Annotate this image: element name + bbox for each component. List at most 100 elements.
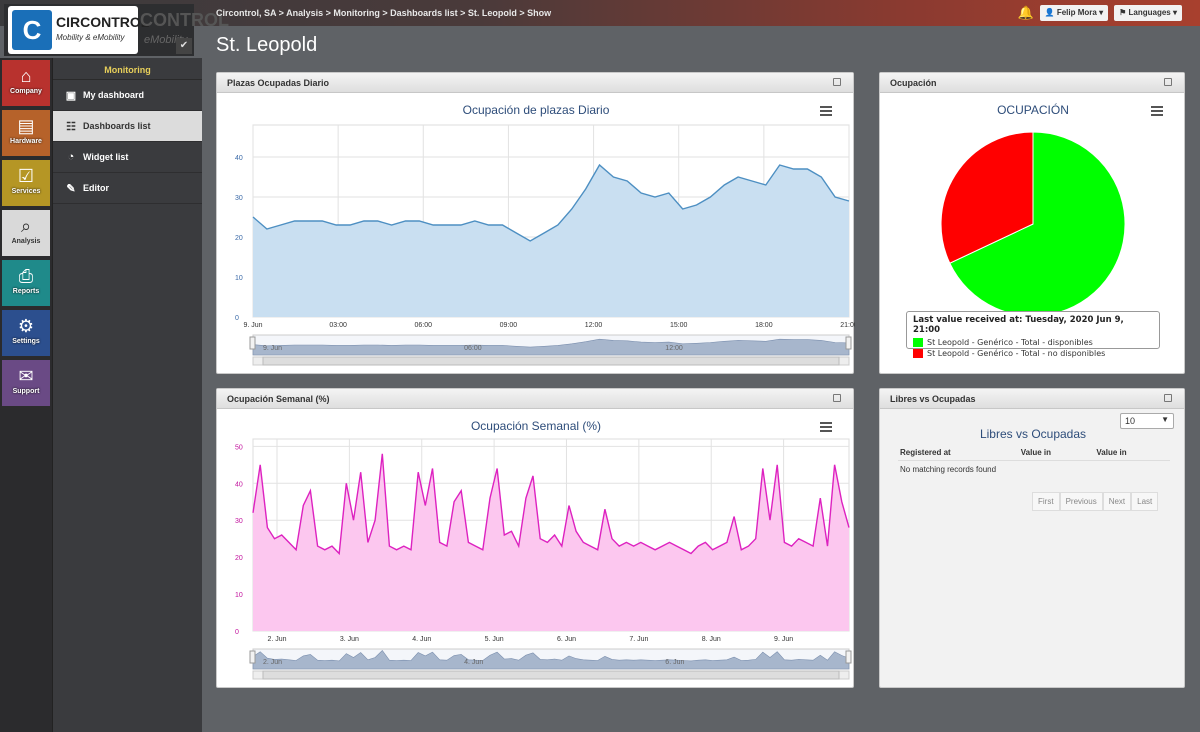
sidebar-item-settings[interactable]: ⚙ Settings — [2, 310, 50, 356]
y-tick-label: 10 — [235, 592, 243, 599]
menu-item-label: My dashboard — [83, 90, 145, 100]
y-tick-label: 50 — [235, 444, 243, 451]
navigator-series — [252, 338, 850, 356]
maximize-icon[interactable] — [833, 78, 841, 86]
navigator-handle-left[interactable] — [249, 650, 256, 664]
scrollbar-thumb[interactable] — [262, 356, 840, 366]
icon-sidebar: ⌂ Company ▤ Hardware ☑ Services ⌕ Analysis ⎙ Repo… — [0, 58, 52, 732]
column-header[interactable]: Value in — [1018, 445, 1095, 461]
menu-icon[interactable] — [820, 106, 832, 116]
panel-header: Libres vs Ocupadas — [880, 389, 1184, 409]
column-header[interactable]: Value in — [1094, 445, 1170, 461]
user-menu-button[interactable]: 👤 Felip Mora ▾ — [1039, 5, 1109, 21]
scrollbar-thumb[interactable] — [262, 670, 840, 680]
legend-item[interactable]: St Leopold - Genérico - Total - disponib… — [913, 337, 1153, 348]
sidebar-item-label: Hardware — [10, 138, 42, 145]
x-tick-label: 18:00 — [755, 322, 773, 329]
panel-occupancy: Ocupación OCUPACIÓN Last value received … — [879, 72, 1185, 374]
column-header[interactable]: Registered at — [898, 445, 1019, 461]
x-tick-label: 03:00 — [329, 322, 347, 329]
languages-button[interactable]: ⚑ Languages ▾ — [1114, 5, 1182, 21]
last-page-button[interactable]: Last — [1131, 492, 1159, 511]
menu-icon[interactable] — [820, 422, 832, 432]
gauge-icon: ◔ — [67, 151, 75, 163]
first-page-button[interactable]: First — [1032, 492, 1060, 511]
maximize-icon[interactable] — [1164, 78, 1172, 86]
x-tick-label: 9. Jun — [774, 636, 793, 643]
previous-page-button[interactable]: Previous — [1059, 492, 1103, 511]
menu-title: Monitoring — [53, 58, 202, 80]
panel-header: Plazas Ocupadas Diario — [217, 73, 853, 93]
legend-swatch — [913, 338, 923, 347]
sidebar-item-analysis[interactable]: ⌕ Analysis — [2, 210, 50, 256]
menu-item-widget-list[interactable]: ◔ Widget list — [53, 142, 202, 173]
legend-item[interactable]: St Leopold - Genérico - Total - no dispo… — [913, 348, 1153, 359]
occupancy-pie[interactable] — [880, 109, 1186, 329]
page-size-value: 10 — [1125, 416, 1136, 426]
menu-icon[interactable] — [1151, 106, 1163, 116]
navigator-label: 6. Jun — [665, 659, 684, 666]
sidebar-item-label: Reports — [12, 288, 40, 295]
maximize-icon[interactable] — [833, 394, 841, 402]
report-icon: ⎙ — [18, 266, 34, 286]
sidebar-item-label: Support — [12, 388, 40, 395]
x-tick-label: 6. Jun — [557, 636, 576, 643]
navigator-label: 2. Jun — [263, 659, 282, 666]
y-tick-label: 0 — [235, 315, 239, 322]
menu-item-dashboards-list[interactable]: ☷ Dashboards list — [53, 111, 202, 142]
panel-header: Ocupación — [880, 73, 1184, 93]
y-tick-label: 30 — [235, 518, 243, 525]
legend-label: St Leopold - Genérico - Total - disponib… — [927, 338, 1093, 347]
series-line[interactable] — [252, 163, 850, 242]
panel-title: Plazas Ocupadas Diario — [227, 78, 330, 88]
user-name: Felip Mora — [1056, 8, 1097, 17]
navigator-handle-right[interactable] — [845, 650, 852, 664]
logo[interactable]: C CIRCONTROL Mobility & eMobility CONTRO… — [4, 4, 229, 56]
weekly-chart[interactable]: 0 10 20 30 40 50 2. Jun 3. Jun 4. Jun 5. Jun 6. Ju… — [217, 409, 855, 687]
menu-item-label: Editor — [83, 183, 109, 193]
next-page-button[interactable]: Next — [1102, 492, 1132, 511]
sidebar-item-reports[interactable]: ⎙ Reports — [2, 260, 50, 306]
edit-icon: ✎ — [66, 182, 76, 195]
menu-item-my-dashboard[interactable]: ▣ My dashboard — [53, 80, 202, 111]
user-icon: 👤 — [1044, 8, 1057, 17]
navigator-label: 06:00 — [464, 345, 482, 352]
y-tick-label: 0 — [235, 629, 239, 636]
pin-icon[interactable]: ✔ — [176, 38, 192, 54]
pie-slice[interactable] — [949, 131, 1126, 317]
sidebar-item-services[interactable]: ☑ Services — [2, 160, 50, 206]
legend-title: Last value received at: Tuesday, 2020 Ju… — [913, 315, 1124, 335]
breadcrumb[interactable]: Circontrol, SA > Analysis > Monitoring >… — [216, 8, 552, 18]
maximize-icon[interactable] — [1164, 394, 1172, 402]
navigator-label: 4. Jun — [464, 659, 483, 666]
brand-name: CIRCONTROL — [56, 14, 150, 30]
panel-weekly: Ocupación Semanal (%) Ocupación Semanal … — [216, 388, 854, 688]
dashboard-list-icon: ☷ — [66, 120, 76, 133]
bell-icon[interactable]: 🔔 — [1017, 5, 1034, 20]
navigator-handle-left[interactable] — [249, 336, 256, 350]
y-tick-label: 20 — [235, 555, 243, 562]
sidebar-item-company[interactable]: ⌂ Company — [2, 60, 50, 106]
series-line[interactable] — [252, 453, 850, 556]
panel-title: Ocupación Semanal (%) — [227, 394, 330, 404]
x-tick-label: 4. Jun — [412, 636, 431, 643]
monitor-icon: ▣ — [65, 89, 77, 102]
hardware-icon: ▤ — [17, 116, 35, 136]
legend-swatch — [913, 349, 923, 358]
navigator-label: 12:00 — [665, 345, 683, 352]
sidebar-item-support[interactable]: ✉ Support — [2, 360, 50, 406]
panel-libres: Libres vs Ocupadas 10 ▼ Libres vs Ocupada… — [879, 388, 1185, 688]
menu-item-label: Widget list — [83, 152, 129, 162]
page-title: St. Leopold — [216, 34, 318, 56]
page-size-select[interactable]: 10 ▼ — [1120, 413, 1174, 429]
daily-chart[interactable]: 0 10 20 30 40 9. Jun 03:00 06:00 09:00 12:00 15:00… — [217, 93, 855, 373]
pie-slice[interactable] — [940, 131, 1034, 264]
menu-item-editor[interactable]: ✎ Editor — [53, 173, 202, 204]
analysis-icon: ⌕ — [20, 216, 32, 236]
navigator-handle-right[interactable] — [845, 336, 852, 350]
home-icon: ⌂ — [20, 66, 32, 86]
header-actions: 🔔 👤 Felip Mora ▾ ⚑ Languages ▾ — [1017, 5, 1182, 21]
sidebar-item-hardware[interactable]: ▤ Hardware — [2, 110, 50, 156]
flag-icon: ⚑ — [1119, 8, 1129, 17]
x-tick-label: 8. Jun — [702, 636, 721, 643]
